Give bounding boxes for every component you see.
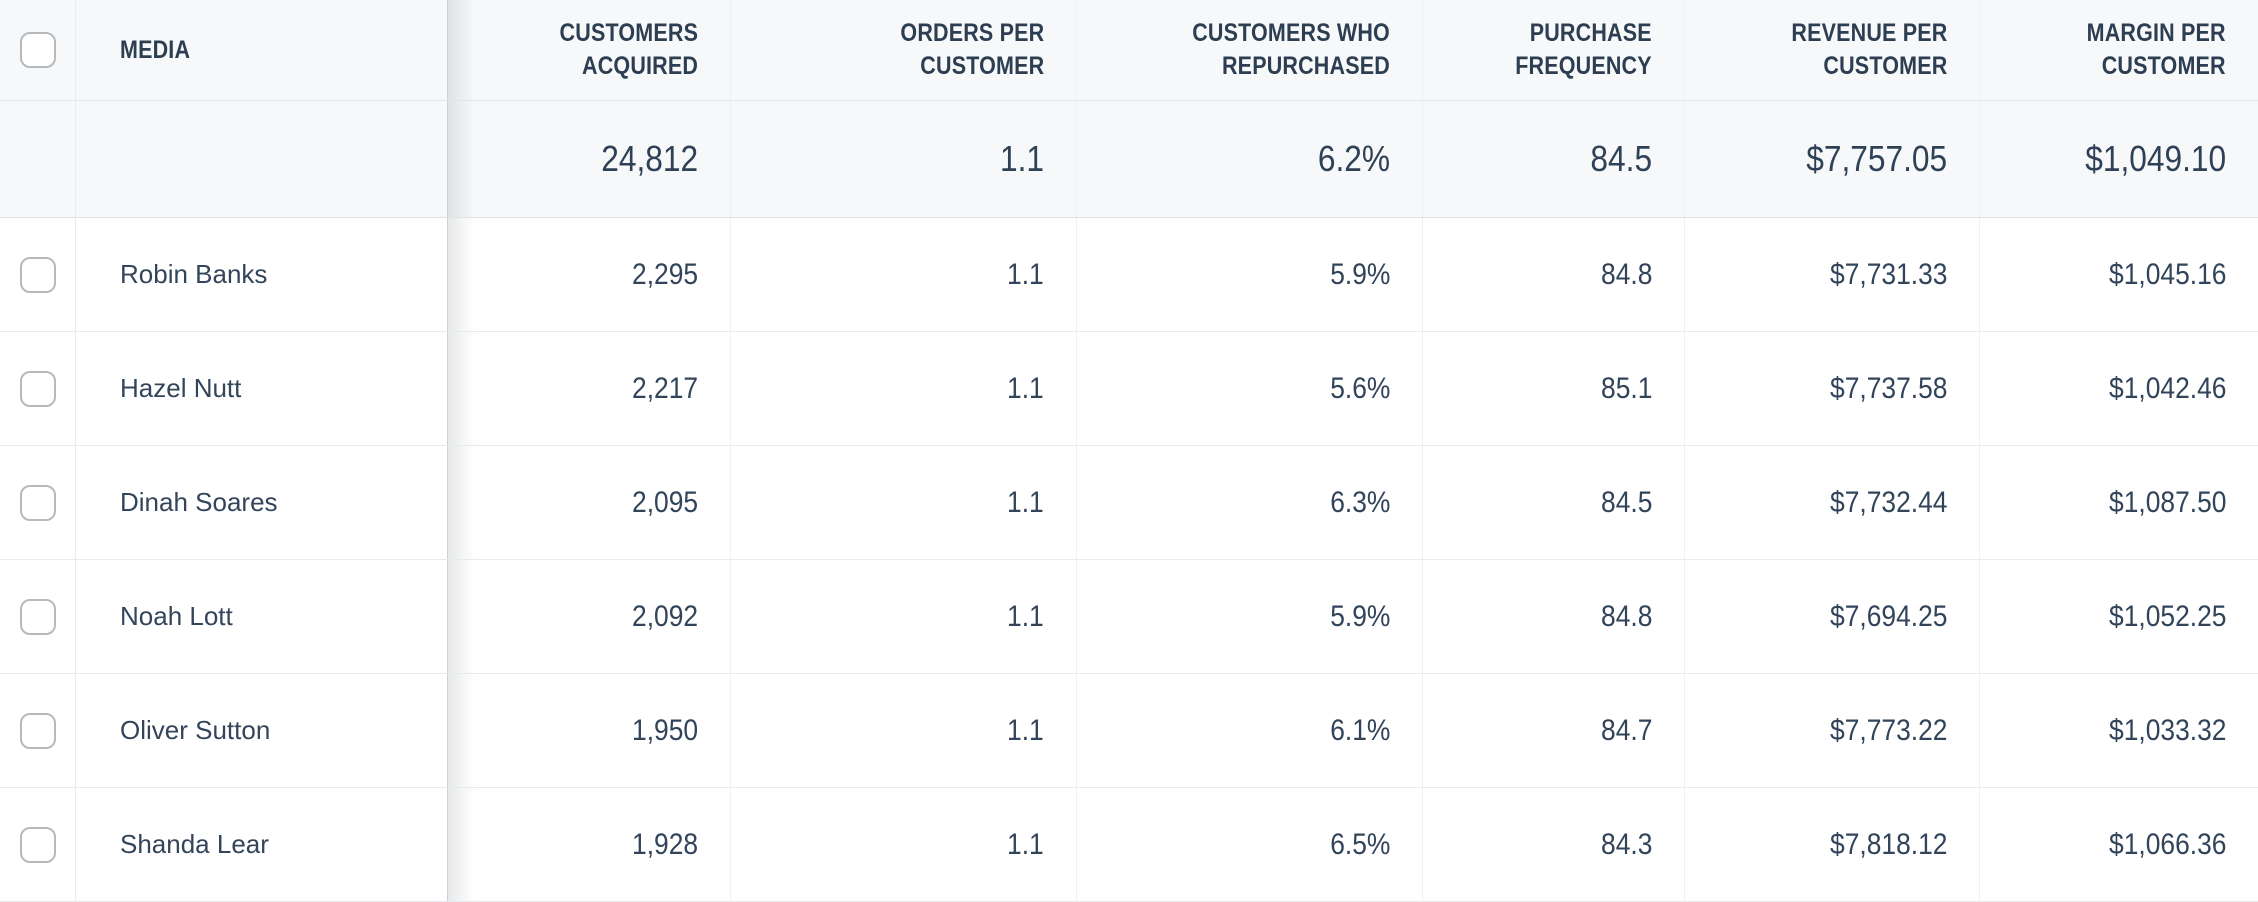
row-checkbox[interactable] [19,370,56,407]
revenue-per-customer-cell: $7,731.33 [1685,218,1980,331]
totals-checkbox-cell [0,101,76,217]
column-header-customers-acquired[interactable]: CUSTOMERS ACQUIRED [448,0,731,100]
purchase-frequency-cell: 84.8 [1423,218,1685,331]
table-row: Robin Banks 2,295 1.1 5.9% 84.8 $7,731.3… [0,218,2258,332]
orders-per-customer-cell: 1.1 [731,674,1077,787]
orders-per-customer-cell: 1.1 [731,218,1077,331]
margin-per-customer-cell: $1,045.16 [2108,257,2226,291]
customers-who-repurchased-cell: 6.1% [1077,674,1423,787]
column-header-label-line2: REPURCHASED [1222,52,1390,80]
row-checkbox[interactable] [19,256,56,293]
table-row: Shanda Lear 1,928 1.1 6.5% 84.3 $7,818.1… [0,788,2258,902]
margin-per-customer-cell: $1,066.36 [2108,827,2226,861]
column-header-revenue-per-customer[interactable]: REVENUE PER CUSTOMER [1685,0,1980,100]
margin-per-customer-cell: $1,033.32 [2108,713,2226,747]
row-checkbox[interactable] [19,484,56,521]
revenue-per-customer-cell: $7,818.12 [1685,788,1980,901]
totals-orders-per-customer: 1.1 [731,101,1077,217]
media-cell: Dinah Soares [76,446,475,559]
column-header-label: MEDIA [120,35,191,64]
column-header-label-line2: CUSTOMER [1822,52,1947,80]
row-checkbox[interactable] [19,712,56,749]
column-header-label-line2: FREQUENCY [1515,52,1652,80]
margin-per-customer-cell: $1,087.50 [2108,485,2226,519]
table-row: Hazel Nutt 2,217 1.1 5.6% 85.1 $7,737.58… [0,332,2258,446]
table-row: Noah Lott 2,092 1.1 5.9% 84.8 $7,694.25 … [0,560,2258,674]
orders-per-customer-cell: 1.1 [731,446,1077,559]
customers-acquired-cell: 1,950 [448,674,731,787]
totals-media-cell [76,101,475,217]
column-header-label-line1: MARGIN PER [2086,19,2226,47]
row-checkbox-cell [0,218,76,331]
column-header-label-line1: ORDERS PER [900,19,1044,47]
purchase-frequency-cell: 84.8 [1423,560,1685,673]
table-header-row: MEDIA CUSTOMERS ACQUIRED ORDERS PER CUST… [0,0,2258,101]
customers-acquired-cell: 2,295 [448,218,731,331]
column-header-label-line1: REVENUE PER [1790,19,1947,47]
customers-acquired-cell: 2,092 [448,560,731,673]
media-cell: Hazel Nutt [76,332,475,445]
column-header-margin-per-customer[interactable]: MARGIN PER CUSTOMER [1980,0,2258,100]
column-header-orders-per-customer[interactable]: ORDERS PER CUSTOMER [731,0,1077,100]
row-checkbox-cell [0,560,76,673]
orders-per-customer-cell: 1.1 [731,788,1077,901]
media-cell: Robin Banks [76,218,475,331]
media-cell: Shanda Lear [76,788,475,901]
totals-revenue-per-customer: $7,757.05 [1685,101,1980,217]
totals-purchase-frequency: 84.5 [1423,101,1685,217]
select-all-cell [0,0,76,100]
revenue-per-customer-cell: $7,737.58 [1685,332,1980,445]
totals-customers-acquired: 24,812 [448,101,731,217]
row-checkbox-cell [0,446,76,559]
totals-margin-per-customer: $1,049.10 [2085,138,2226,179]
row-checkbox-cell [0,332,76,445]
column-header-label-line2: CUSTOMER [2101,52,2226,80]
column-header-purchase-frequency[interactable]: PURCHASE FREQUENCY [1423,0,1685,100]
margin-per-customer-cell: $1,052.25 [2108,599,2226,633]
customers-acquired-cell: 2,217 [448,332,731,445]
purchase-frequency-cell: 85.1 [1423,332,1685,445]
customers-who-repurchased-cell: 5.9% [1077,560,1423,673]
customers-who-repurchased-cell: 6.5% [1077,788,1423,901]
row-checkbox-cell [0,674,76,787]
table-row: Oliver Sutton 1,950 1.1 6.1% 84.7 $7,773… [0,674,2258,788]
row-checkbox-cell [0,788,76,901]
column-header-label-line1: PURCHASE [1529,19,1652,47]
purchase-frequency-cell: 84.5 [1423,446,1685,559]
totals-row: 24,812 1.1 6.2% 84.5 $7,757.05 $1,049.10 [0,101,2258,218]
column-header-label-line1: CUSTOMERS [559,19,698,47]
customers-who-repurchased-cell: 5.6% [1077,332,1423,445]
orders-per-customer-cell: 1.1 [731,332,1077,445]
revenue-per-customer-cell: $7,694.25 [1685,560,1980,673]
column-header-label-line2: CUSTOMER [919,52,1044,80]
column-header-media[interactable]: MEDIA [76,0,475,100]
orders-per-customer-cell: 1.1 [731,560,1077,673]
revenue-per-customer-cell: $7,773.22 [1685,674,1980,787]
customers-acquired-cell: 1,928 [448,788,731,901]
purchase-frequency-cell: 84.3 [1423,788,1685,901]
customers-acquired-cell: 2,095 [448,446,731,559]
margin-per-customer-cell: $1,042.46 [2108,371,2226,405]
media-cell: Oliver Sutton [76,674,475,787]
column-header-label-line1: CUSTOMERS WHO [1192,19,1390,47]
table-row: Dinah Soares 2,095 1.1 6.3% 84.5 $7,732.… [0,446,2258,560]
column-header-label-line2: ACQUIRED [581,52,698,80]
revenue-per-customer-cell: $7,732.44 [1685,446,1980,559]
totals-customers-who-repurchased: 6.2% [1077,101,1423,217]
column-header-customers-who-repurchased[interactable]: CUSTOMERS WHO REPURCHASED [1077,0,1423,100]
media-cell: Noah Lott [76,560,475,673]
row-checkbox[interactable] [19,598,56,635]
customers-who-repurchased-cell: 6.3% [1077,446,1423,559]
row-checkbox[interactable] [19,826,56,863]
purchase-frequency-cell: 84.7 [1423,674,1685,787]
select-all-checkbox[interactable] [19,32,56,68]
customers-who-repurchased-cell: 5.9% [1077,218,1423,331]
